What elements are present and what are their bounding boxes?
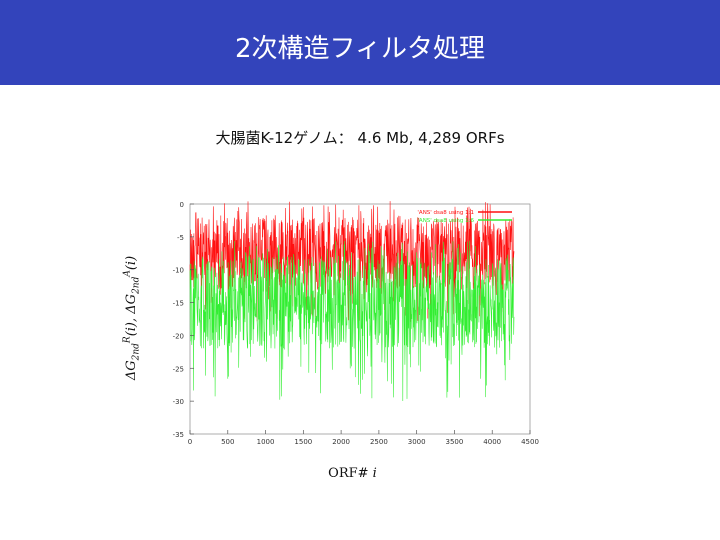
y-tick-label: 0 bbox=[180, 201, 184, 209]
legend-label-2: 'ANS' dsa8 using 1:6 bbox=[417, 218, 474, 224]
y-tick-label: -35 bbox=[173, 431, 184, 439]
y-tick-label: -30 bbox=[173, 398, 184, 406]
y-tick-label: -15 bbox=[173, 300, 184, 308]
plot-area: 0 -5 -10 -15 -20 -25 -30 -35 0 500 1000 1500 2000 250… bbox=[173, 201, 539, 446]
x-label-var: i bbox=[372, 466, 377, 481]
x-tick-label: 500 bbox=[221, 438, 234, 446]
x-tick-label: 2500 bbox=[370, 438, 388, 446]
series-line-2 bbox=[189, 240, 515, 402]
x-tick-label: 4500 bbox=[521, 438, 539, 446]
legend-label-1: 'ANS' dsa8 using 1:1 bbox=[417, 210, 474, 216]
x-axis-label: ORF# i bbox=[0, 466, 705, 481]
x-tick-label: 3500 bbox=[446, 438, 464, 446]
x-tick-label: 1000 bbox=[257, 438, 275, 446]
x-tick-label: 3000 bbox=[408, 438, 426, 446]
x-tick-label: 1500 bbox=[294, 438, 312, 446]
y-tick-label: -10 bbox=[173, 267, 184, 275]
y-tick-label: -5 bbox=[177, 234, 184, 242]
chart-svg: 0 -5 -10 -15 -20 -25 -30 -35 0 500 1000 1500 2000 250… bbox=[173, 201, 539, 446]
x-tick-label: 0 bbox=[188, 438, 192, 446]
y-tick-label: -25 bbox=[173, 365, 184, 373]
y-tick-label: -20 bbox=[173, 332, 184, 340]
x-tick-label: 4000 bbox=[483, 438, 501, 446]
title-bar: 2次構造フィルタ処理 bbox=[0, 0, 720, 85]
x-label-text: ORF# bbox=[328, 466, 373, 481]
slide-title: 2次構造フィルタ処理 bbox=[234, 34, 486, 64]
chart-subtitle: 大腸菌K-12ゲノム： 4.6 Mb, 4,289 ORFs bbox=[215, 129, 505, 147]
x-tick-label: 2000 bbox=[332, 438, 350, 446]
